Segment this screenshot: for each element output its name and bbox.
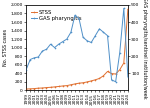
GAS pharyngitis <box>86 40 88 41</box>
Line: STSS: STSS <box>25 8 129 90</box>
GAS pharyngitis <box>99 28 100 29</box>
STSS <box>74 83 76 85</box>
STSS <box>107 71 108 72</box>
STSS <box>50 87 51 88</box>
STSS <box>78 83 80 84</box>
STSS <box>111 73 112 74</box>
GAS pharyngitis <box>46 49 47 50</box>
GAS pharyngitis <box>66 38 68 40</box>
Y-axis label: No. STSS cases: No. STSS cases <box>3 29 8 66</box>
STSS <box>90 80 92 82</box>
STSS <box>127 9 129 10</box>
STSS <box>103 75 104 76</box>
GAS pharyngitis <box>70 32 72 33</box>
GAS pharyngitis <box>78 18 80 19</box>
GAS pharyngitis <box>42 50 43 52</box>
GAS pharyngitis <box>74 15 76 16</box>
GAS pharyngitis <box>25 69 27 70</box>
STSS <box>58 86 60 87</box>
GAS pharyngitis <box>127 76 129 77</box>
GAS pharyngitis <box>119 52 121 53</box>
STSS <box>70 84 72 85</box>
STSS <box>82 82 84 83</box>
Legend: STSS, GAS pharyngitis: STSS, GAS pharyngitis <box>30 8 83 22</box>
STSS <box>38 87 39 89</box>
GAS pharyngitis <box>82 37 84 38</box>
STSS <box>86 81 88 83</box>
GAS pharyngitis <box>38 56 39 58</box>
GAS pharyngitis <box>107 35 108 36</box>
STSS <box>119 69 121 70</box>
STSS <box>25 88 27 90</box>
STSS <box>33 88 35 89</box>
GAS pharyngitis <box>90 42 92 43</box>
STSS <box>29 88 31 90</box>
Line: GAS pharyngitis: GAS pharyngitis <box>25 8 129 83</box>
STSS <box>46 87 47 88</box>
GAS pharyngitis <box>58 44 60 45</box>
GAS pharyngitis <box>103 32 104 33</box>
GAS pharyngitis <box>54 47 56 48</box>
STSS <box>54 86 56 87</box>
STSS <box>66 85 68 86</box>
STSS <box>42 87 43 89</box>
Y-axis label: GAS pharyngitis/sentinel institution/week: GAS pharyngitis/sentinel institution/wee… <box>142 0 147 98</box>
GAS pharyngitis <box>111 79 112 81</box>
STSS <box>62 85 64 87</box>
STSS <box>99 78 100 79</box>
GAS pharyngitis <box>123 8 125 9</box>
STSS <box>123 62 125 64</box>
GAS pharyngitis <box>115 81 117 82</box>
GAS pharyngitis <box>94 35 96 36</box>
GAS pharyngitis <box>29 59 31 60</box>
GAS pharyngitis <box>50 44 51 45</box>
GAS pharyngitis <box>62 41 64 42</box>
STSS <box>94 79 96 80</box>
STSS <box>115 73 117 75</box>
GAS pharyngitis <box>33 57 35 58</box>
